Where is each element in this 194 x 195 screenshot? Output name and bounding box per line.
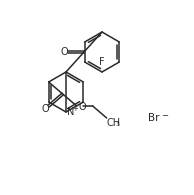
Text: 3: 3 xyxy=(116,122,120,128)
Text: O: O xyxy=(60,47,68,57)
Text: N: N xyxy=(67,107,74,117)
Text: +: + xyxy=(72,106,78,112)
Text: F: F xyxy=(99,57,105,67)
Text: CH: CH xyxy=(107,118,121,128)
Text: Br: Br xyxy=(148,113,159,123)
Text: O: O xyxy=(42,104,49,114)
Text: O: O xyxy=(79,102,86,112)
Text: −: − xyxy=(161,112,168,121)
